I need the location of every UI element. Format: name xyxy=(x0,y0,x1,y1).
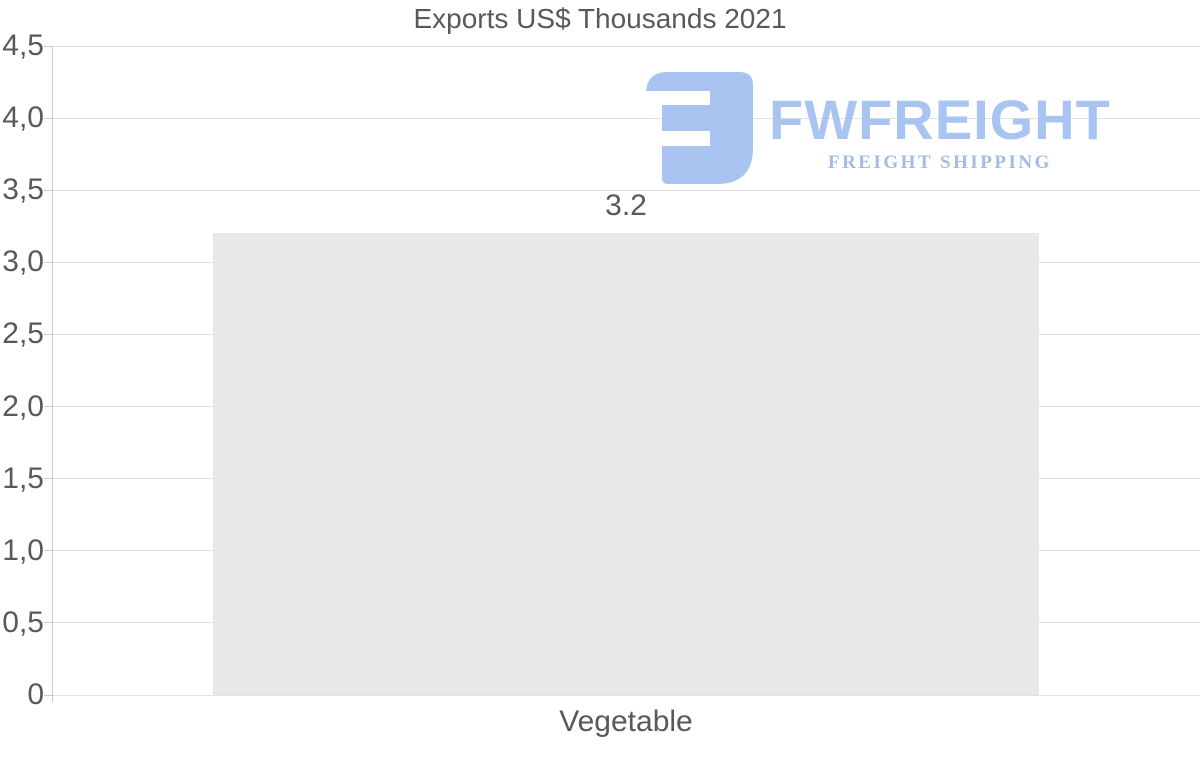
y-axis-tick xyxy=(44,694,52,696)
fwfreight-logo-icon xyxy=(646,72,753,184)
gridline xyxy=(52,694,1200,696)
y-axis-tick xyxy=(44,333,52,335)
bar-value-label: 3.2 xyxy=(605,189,647,223)
y-axis-tick-label: 3,5 xyxy=(2,173,44,207)
gridline xyxy=(52,189,1200,191)
y-axis-tick xyxy=(44,550,52,552)
y-axis-tick xyxy=(44,261,52,263)
y-axis-tick-label: 4,5 xyxy=(2,29,44,62)
y-axis-tick xyxy=(44,622,52,624)
y-axis-tick-label: 3,0 xyxy=(2,245,44,279)
chart-title: Exports US$ Thousands 2021 xyxy=(413,3,787,34)
y-axis-line xyxy=(52,46,53,702)
watermark-brand-text: FWFREIGHT xyxy=(769,88,1111,151)
y-axis-tick xyxy=(44,478,52,480)
watermark-tagline-text: FREIGHT SHIPPING xyxy=(827,152,1052,173)
y-axis-tick xyxy=(44,189,52,191)
x-axis-category-label: Vegetable xyxy=(559,705,693,738)
watermark-logo: FWFREIGHT FREIGHT SHIPPING xyxy=(646,72,1111,184)
y-axis-tick xyxy=(44,406,52,408)
y-axis-tick-label: 0,5 xyxy=(2,605,44,639)
y-axis-tick-label: 1,0 xyxy=(2,533,44,567)
y-axis-tick-label: 1,5 xyxy=(2,461,44,495)
gridline xyxy=(52,45,1200,47)
y-axis-tick-label: 2,5 xyxy=(2,317,44,351)
y-axis-tick-label: 0 xyxy=(27,678,44,711)
y-axis-tick-label: 4,0 xyxy=(2,101,44,135)
y-axis-tick xyxy=(44,45,52,47)
bar-vegetable xyxy=(212,233,1040,695)
y-axis-tick xyxy=(44,117,52,119)
gridline xyxy=(52,117,1200,119)
watermark-text-block: FWFREIGHT FREIGHT SHIPPING xyxy=(769,72,1111,173)
y-axis-tick-label: 2,0 xyxy=(2,389,44,423)
